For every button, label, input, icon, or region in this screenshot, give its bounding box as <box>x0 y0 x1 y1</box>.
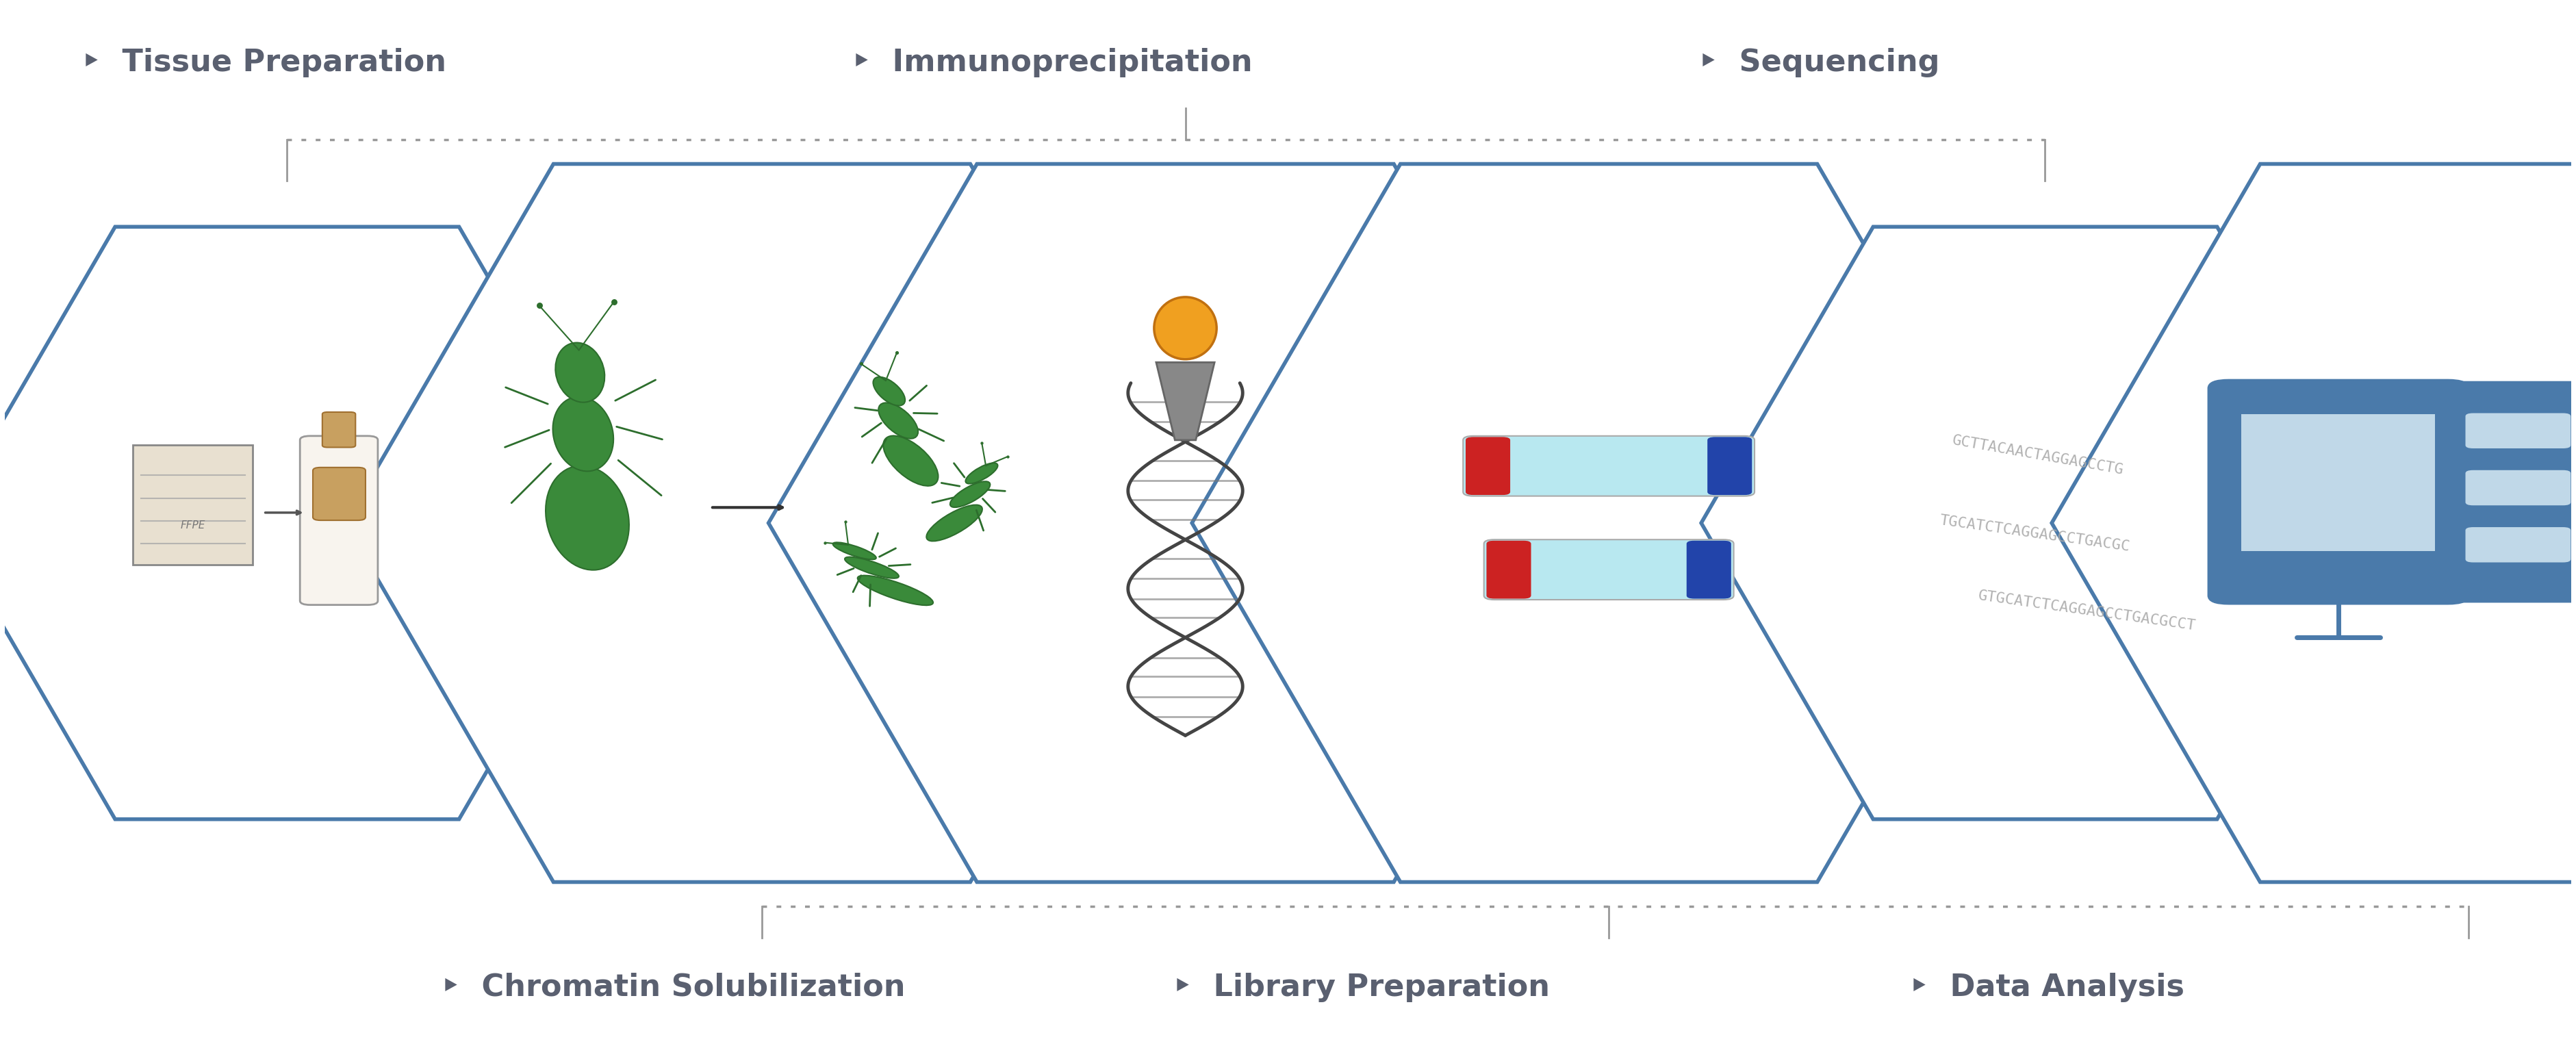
Ellipse shape <box>546 465 629 570</box>
Ellipse shape <box>878 403 917 438</box>
FancyBboxPatch shape <box>2465 527 2571 563</box>
Ellipse shape <box>554 396 613 472</box>
Polygon shape <box>1193 164 2025 882</box>
FancyBboxPatch shape <box>312 468 366 520</box>
FancyBboxPatch shape <box>1463 436 1754 496</box>
Text: GCTTACAACTAGGAGCCTG: GCTTACAACTAGGAGCCTG <box>1953 434 2125 477</box>
Polygon shape <box>345 164 1180 882</box>
FancyBboxPatch shape <box>1466 437 1510 495</box>
Text: ‣  Chromatin Solubilization: ‣ Chromatin Solubilization <box>440 973 907 1002</box>
Ellipse shape <box>873 377 904 406</box>
Ellipse shape <box>927 505 981 541</box>
Ellipse shape <box>845 556 899 578</box>
Ellipse shape <box>832 543 876 560</box>
Ellipse shape <box>1154 297 1216 359</box>
Text: GTGCATCTCAGGAGCCTGACGCCT: GTGCATCTCAGGAGCCTGACGCCT <box>1976 589 2197 633</box>
Text: FFPE: FFPE <box>180 521 206 530</box>
Text: ‣  Data Analysis: ‣ Data Analysis <box>1909 973 2184 1002</box>
Text: ‣  Library Preparation: ‣ Library Preparation <box>1172 973 1551 1002</box>
Ellipse shape <box>884 436 938 486</box>
Ellipse shape <box>966 463 997 483</box>
FancyBboxPatch shape <box>1484 540 1734 599</box>
Polygon shape <box>134 446 252 565</box>
FancyBboxPatch shape <box>2208 380 2468 604</box>
FancyBboxPatch shape <box>2465 413 2571 449</box>
FancyBboxPatch shape <box>2442 382 2576 601</box>
Polygon shape <box>1157 362 1213 440</box>
FancyBboxPatch shape <box>2241 414 2434 551</box>
FancyBboxPatch shape <box>1486 541 1530 598</box>
FancyBboxPatch shape <box>1708 437 1752 495</box>
Polygon shape <box>768 164 1602 882</box>
Ellipse shape <box>556 343 605 403</box>
Text: ‣  Sequencing: ‣ Sequencing <box>1698 48 1940 77</box>
Polygon shape <box>0 227 631 819</box>
Ellipse shape <box>951 481 989 507</box>
Polygon shape <box>1700 227 2388 819</box>
FancyBboxPatch shape <box>299 436 379 605</box>
Text: ‣  Tissue Preparation: ‣ Tissue Preparation <box>82 48 446 77</box>
FancyBboxPatch shape <box>1687 541 1731 598</box>
Text: TGCATCTCAGGAGCCTGACGC: TGCATCTCAGGAGCCTGACGC <box>1940 514 2130 553</box>
FancyBboxPatch shape <box>2465 470 2571 505</box>
Ellipse shape <box>858 575 933 606</box>
FancyBboxPatch shape <box>322 412 355 448</box>
Text: ‣  Immunoprecipitation: ‣ Immunoprecipitation <box>853 48 1252 77</box>
Polygon shape <box>2050 164 2576 882</box>
